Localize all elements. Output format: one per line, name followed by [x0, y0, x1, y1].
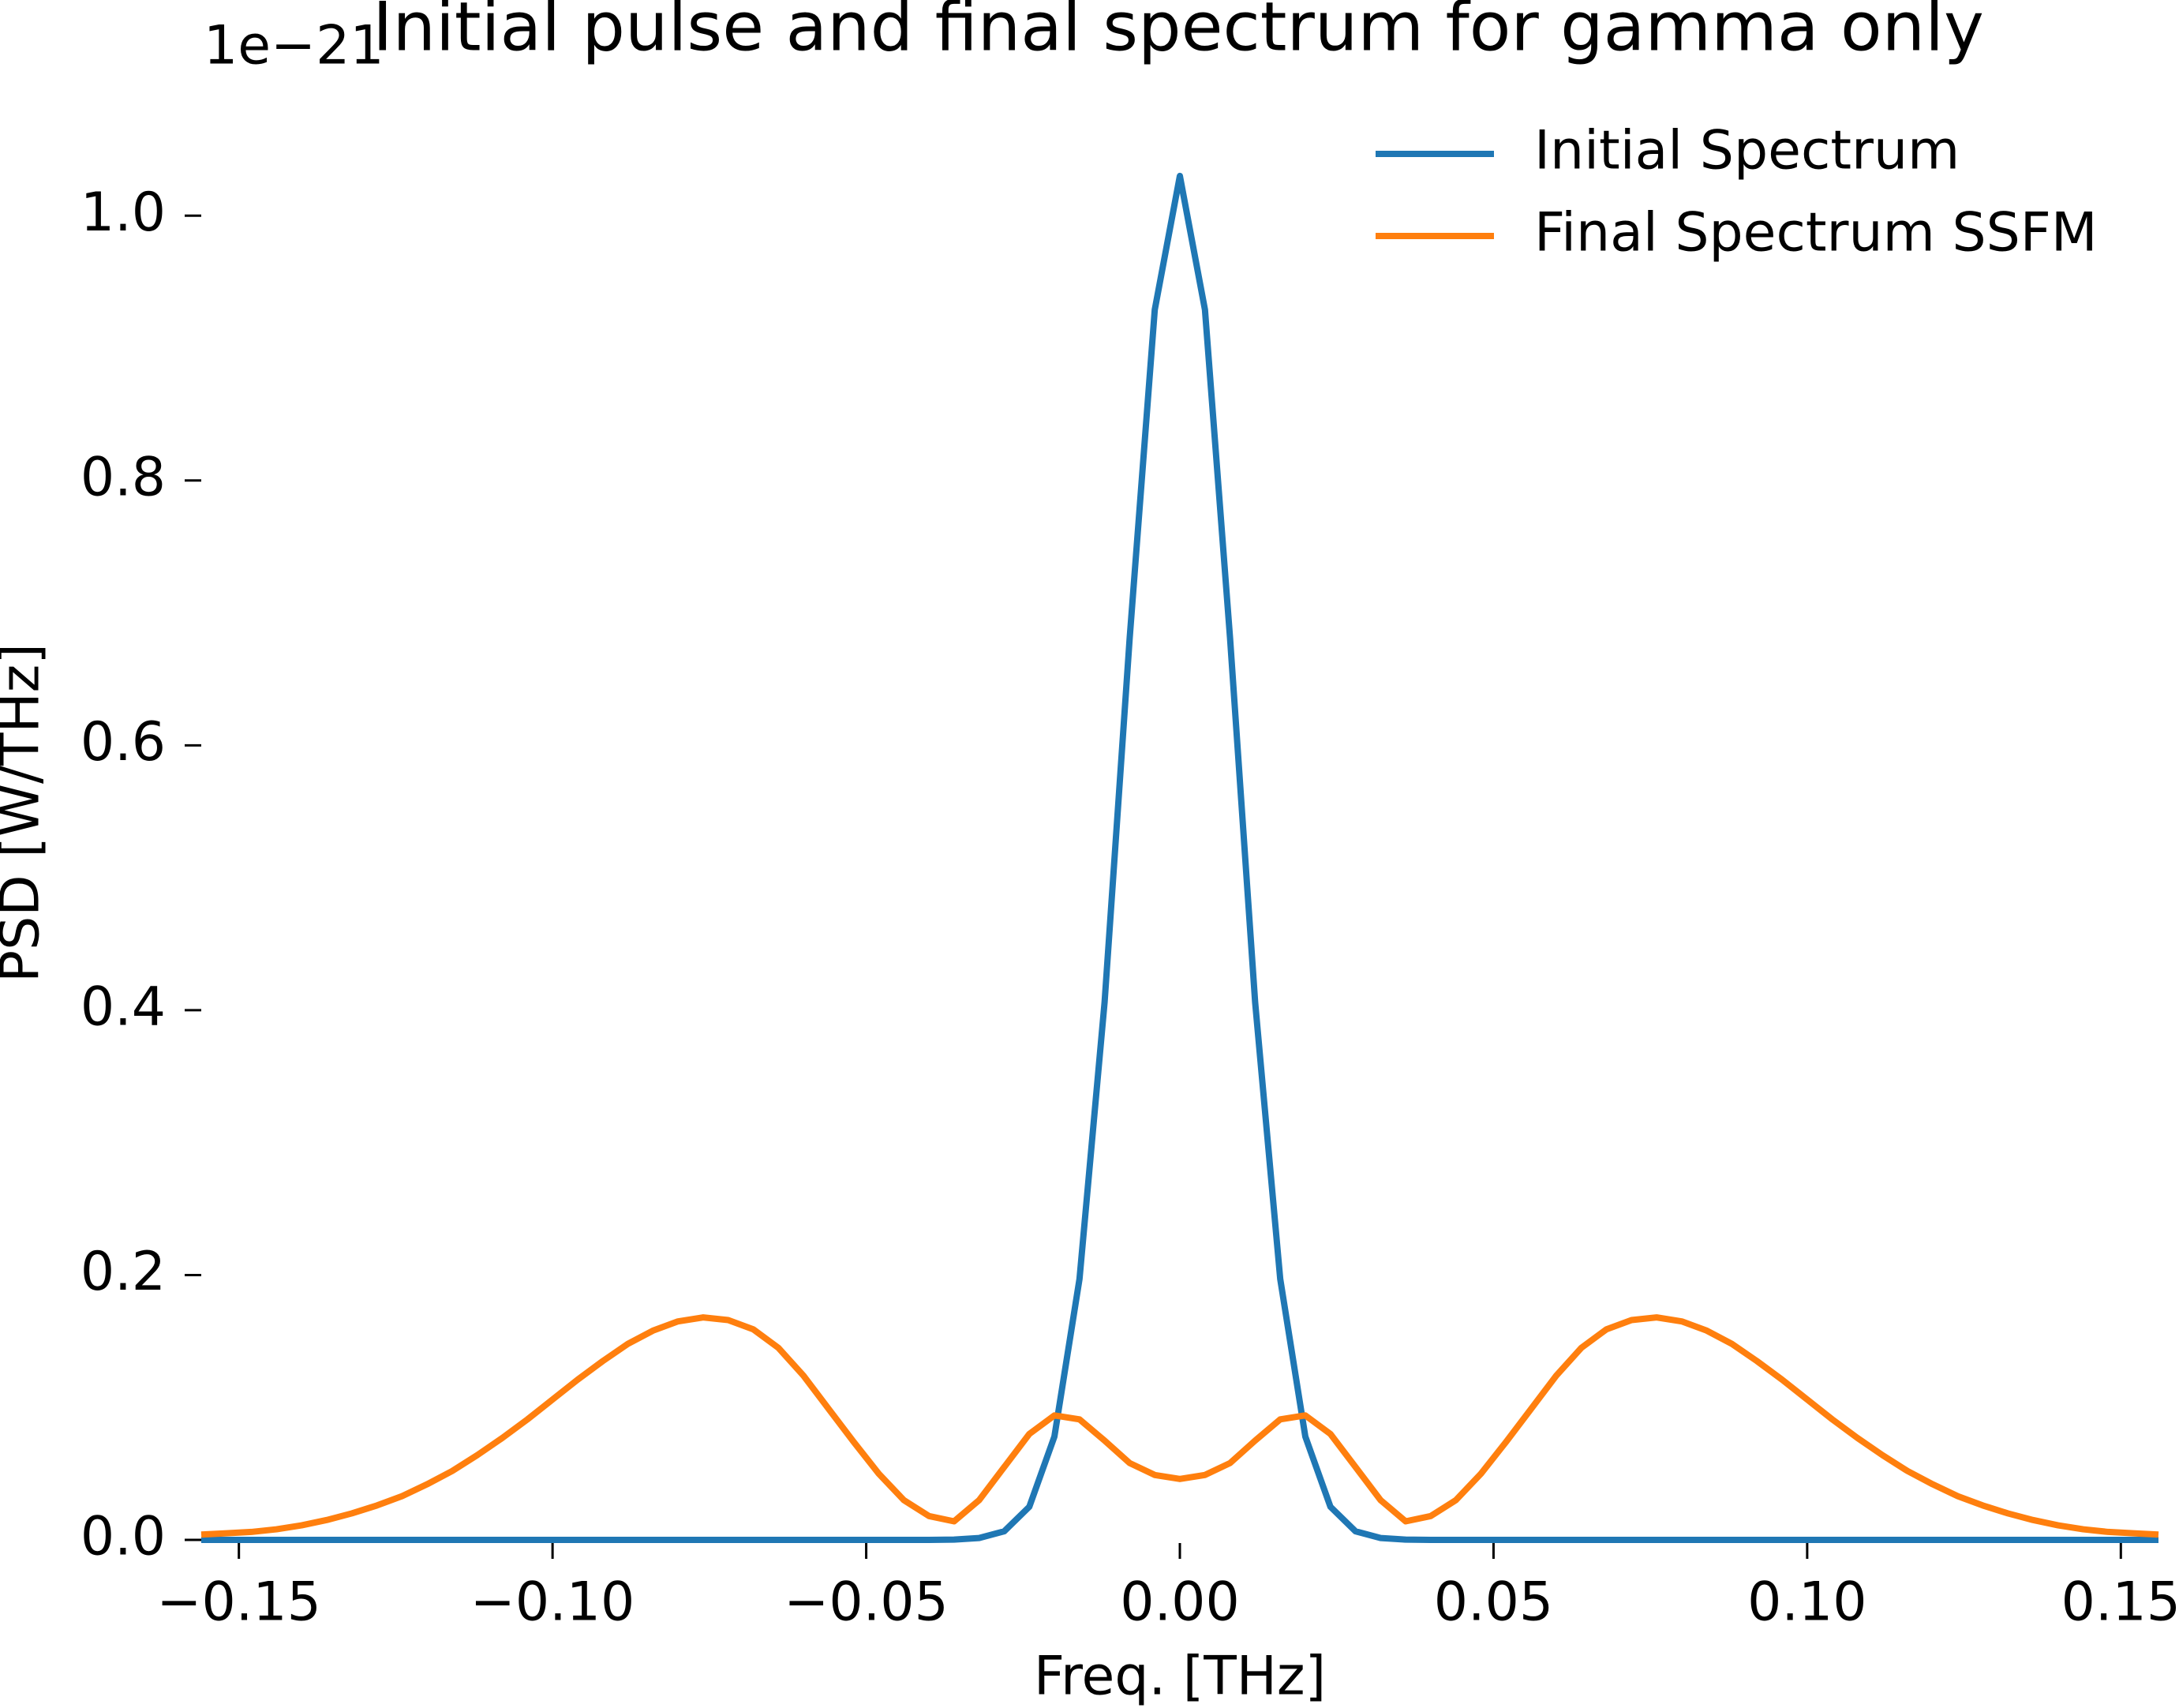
series-line — [200, 1314, 2159, 1538]
x-tick-label: 0.00 — [1120, 1571, 1239, 1634]
legend-label: Final Spectrum SSFM — [1534, 202, 2098, 264]
x-tick-label: −0.05 — [784, 1571, 948, 1634]
x-tick-label: −0.10 — [470, 1571, 635, 1634]
y-offset-label: 1e−21 — [204, 15, 384, 77]
x-tick-label: 0.05 — [1434, 1571, 1553, 1634]
y-tick-label: 0.4 — [80, 976, 166, 1038]
y-tick-label: 0.8 — [80, 446, 166, 508]
x-tick-label: −0.15 — [156, 1571, 320, 1634]
x-axis-label: Freq. [THz] — [1034, 1646, 1326, 1708]
y-axis-label: PSD [W/THz] — [0, 643, 52, 983]
y-tick-label: 0.2 — [80, 1241, 166, 1303]
x-tick-label: 0.15 — [2061, 1571, 2179, 1634]
series-line — [201, 172, 2158, 1543]
chart-title: Initial pulse and final spectrum for gam… — [373, 0, 1984, 66]
y-tick-label: 0.0 — [80, 1506, 166, 1568]
y-tick-label: 0.6 — [80, 711, 166, 773]
y-tick-label: 1.0 — [80, 182, 166, 244]
x-tick-label: 0.10 — [1747, 1571, 1866, 1634]
legend-label: Initial Spectrum — [1534, 120, 1960, 182]
